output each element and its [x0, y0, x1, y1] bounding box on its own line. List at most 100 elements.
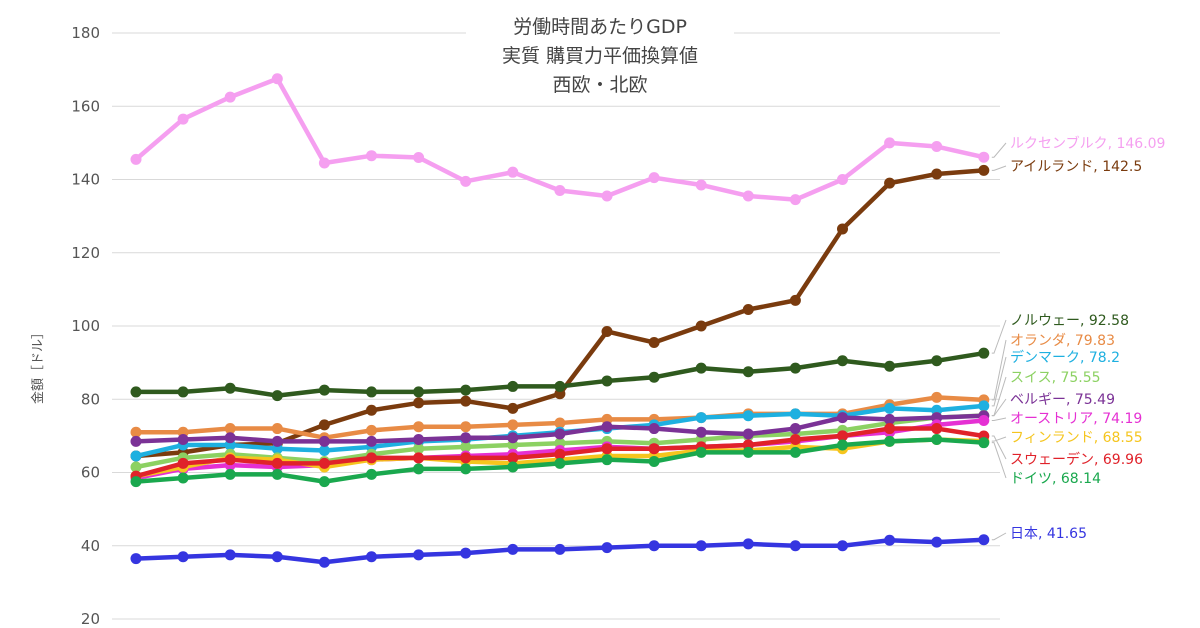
- data-point[interactable]: [648, 172, 660, 184]
- data-point[interactable]: [224, 468, 236, 480]
- data-point[interactable]: [837, 430, 848, 442]
- data-point[interactable]: [224, 549, 236, 561]
- data-point[interactable]: [695, 446, 707, 458]
- data-point[interactable]: [742, 366, 754, 378]
- data-point[interactable]: [130, 435, 142, 447]
- data-point[interactable]: [271, 435, 283, 447]
- data-point[interactable]: [695, 362, 707, 374]
- data-point[interactable]: [884, 360, 896, 372]
- data-point[interactable]: [648, 423, 660, 435]
- data-point[interactable]: [366, 468, 377, 480]
- data-point[interactable]: [884, 177, 896, 189]
- data-point[interactable]: [601, 375, 613, 387]
- data-point[interactable]: [884, 423, 896, 435]
- data-point[interactable]: [742, 446, 754, 458]
- data-point[interactable]: [177, 113, 189, 125]
- data-point[interactable]: [130, 476, 142, 488]
- data-point[interactable]: [931, 391, 943, 403]
- data-point[interactable]: [177, 472, 189, 484]
- data-point[interactable]: [460, 395, 472, 407]
- data-point[interactable]: [271, 468, 283, 480]
- data-point[interactable]: [978, 164, 990, 176]
- data-point[interactable]: [318, 476, 330, 488]
- data-point[interactable]: [318, 435, 330, 447]
- data-point[interactable]: [837, 355, 848, 367]
- data-point[interactable]: [130, 553, 142, 565]
- data-point[interactable]: [884, 534, 896, 546]
- data-point[interactable]: [931, 434, 943, 446]
- data-point[interactable]: [177, 551, 189, 563]
- data-point[interactable]: [177, 434, 189, 446]
- data-point[interactable]: [978, 151, 990, 163]
- data-point[interactable]: [130, 426, 142, 438]
- data-point[interactable]: [366, 551, 377, 563]
- data-point[interactable]: [554, 417, 566, 429]
- data-point[interactable]: [507, 402, 519, 414]
- data-point[interactable]: [318, 445, 330, 457]
- data-point[interactable]: [507, 461, 519, 473]
- data-point[interactable]: [695, 412, 707, 424]
- data-point[interactable]: [884, 402, 896, 414]
- data-point[interactable]: [601, 421, 613, 433]
- data-point[interactable]: [931, 536, 943, 548]
- data-point[interactable]: [413, 452, 425, 464]
- data-point[interactable]: [130, 461, 142, 473]
- data-point[interactable]: [366, 435, 377, 447]
- data-point[interactable]: [460, 432, 472, 444]
- data-point[interactable]: [413, 386, 425, 398]
- data-point[interactable]: [695, 320, 707, 332]
- data-point[interactable]: [695, 426, 707, 438]
- data-point[interactable]: [413, 549, 425, 561]
- data-point[interactable]: [648, 371, 660, 383]
- data-point[interactable]: [601, 190, 613, 202]
- data-point[interactable]: [554, 184, 566, 196]
- data-point[interactable]: [789, 446, 801, 458]
- data-point[interactable]: [271, 390, 283, 402]
- data-point[interactable]: [224, 423, 236, 435]
- data-point[interactable]: [837, 540, 848, 552]
- data-point[interactable]: [931, 355, 943, 367]
- data-point[interactable]: [742, 190, 754, 202]
- data-point[interactable]: [931, 141, 943, 153]
- data-point[interactable]: [318, 457, 330, 469]
- data-point[interactable]: [460, 421, 472, 433]
- data-point[interactable]: [648, 443, 660, 455]
- data-point[interactable]: [507, 432, 519, 444]
- data-point[interactable]: [789, 194, 801, 206]
- data-point[interactable]: [884, 137, 896, 149]
- data-point[interactable]: [130, 386, 142, 398]
- data-point[interactable]: [460, 384, 472, 396]
- data-point[interactable]: [460, 175, 472, 187]
- data-point[interactable]: [177, 386, 189, 398]
- data-point[interactable]: [601, 454, 613, 466]
- data-point[interactable]: [271, 423, 283, 435]
- data-point[interactable]: [931, 168, 943, 180]
- data-point[interactable]: [413, 463, 425, 475]
- data-point[interactable]: [413, 421, 425, 433]
- data-point[interactable]: [460, 441, 472, 453]
- data-point[interactable]: [507, 380, 519, 392]
- data-point[interactable]: [554, 448, 566, 460]
- data-point[interactable]: [837, 439, 848, 451]
- data-point[interactable]: [789, 423, 801, 435]
- data-point[interactable]: [507, 419, 519, 431]
- data-point[interactable]: [648, 456, 660, 468]
- data-point[interactable]: [884, 435, 896, 447]
- data-point[interactable]: [366, 150, 377, 162]
- data-point[interactable]: [224, 454, 236, 466]
- data-point[interactable]: [318, 384, 330, 396]
- data-point[interactable]: [742, 428, 754, 440]
- data-point[interactable]: [648, 540, 660, 552]
- data-point[interactable]: [318, 157, 330, 169]
- data-point[interactable]: [554, 380, 566, 392]
- data-point[interactable]: [789, 294, 801, 306]
- data-point[interactable]: [507, 166, 519, 178]
- data-point[interactable]: [507, 452, 519, 464]
- data-point[interactable]: [413, 152, 425, 164]
- data-point[interactable]: [554, 457, 566, 469]
- data-point[interactable]: [884, 413, 896, 425]
- data-point[interactable]: [177, 457, 189, 469]
- data-point[interactable]: [130, 450, 142, 462]
- data-point[interactable]: [130, 153, 142, 165]
- data-point[interactable]: [931, 423, 943, 435]
